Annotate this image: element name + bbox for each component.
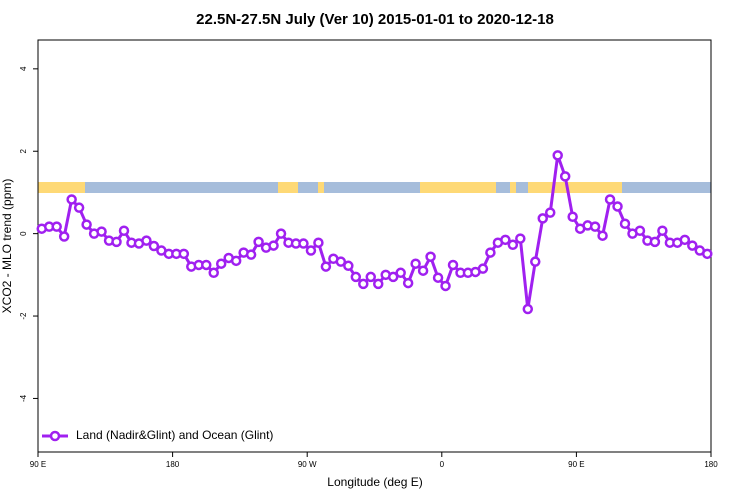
plot-frame [37,39,712,453]
data-point [313,237,324,248]
data-point [537,213,548,224]
data-point [230,255,242,267]
data-point [343,260,354,272]
land-band [510,182,516,193]
data-point [365,271,377,283]
data-point [335,256,347,267]
data-point [544,207,556,218]
chart-title: 22.5N-27.5N July (Ver 10) 2015-01-01 to … [196,11,554,28]
x-tick-label: 180 [166,460,180,469]
data-point [552,150,563,161]
data-point [96,226,107,237]
data-point [358,278,369,290]
data-point [567,211,578,222]
data-point [597,230,608,241]
data-point [51,221,62,232]
data-point [657,225,668,237]
data-point [66,194,77,205]
data-point [515,233,526,244]
x-tick-label: 0 [440,460,445,469]
data-point [425,251,436,262]
x-tick-label: 90 W [298,460,317,469]
data-point [395,267,406,279]
data-point [507,239,519,251]
x-tick-label: 90 E [30,460,46,469]
ocean-band [38,182,711,193]
y-tick-label: 0 [19,231,28,236]
data-point [58,231,70,242]
data-point [634,225,646,237]
data-point [440,280,451,292]
data-point [298,238,309,249]
data-point [447,259,459,271]
y-axis-label: XCO2 - MLO trend (ppm) [0,179,14,314]
land-ocean-band [38,182,711,193]
data-point [141,235,152,246]
data-point [604,194,616,205]
data-point [208,267,219,279]
data-point [245,249,257,260]
data-point [253,236,264,248]
data-point [687,240,698,251]
data-point [477,263,489,274]
land-band [528,182,622,193]
data-point [268,240,279,251]
data-point [201,259,212,271]
data-point [612,201,623,212]
data-point [702,248,713,260]
data-point [305,245,317,256]
data-point [530,256,541,267]
data-point [589,221,601,232]
data-point [559,171,571,182]
land-band [278,182,298,193]
x-tick-label: 90 E [568,460,584,469]
land-band [420,182,496,193]
data-point [73,202,85,213]
data-point [649,236,661,248]
data-point [402,277,414,289]
x-tick-label: 180 [704,460,718,469]
x-axis-label: Longitude (deg E) [327,475,422,489]
data-point [679,234,691,246]
legend-label: Land (Nadir&Glint) and Ocean (Glint) [76,428,273,442]
y-tick-label: 4 [19,66,28,71]
data-point [118,225,130,237]
data-point [619,218,631,230]
data-point [275,228,287,239]
y-tick-label: -4 [19,394,28,402]
data-point [81,219,92,230]
data-point [320,261,332,272]
data-point [500,234,511,246]
land-band [38,182,85,193]
data-point [522,303,534,315]
data-point [111,236,122,248]
data-point [178,248,190,260]
data-point [372,278,384,290]
data-point [432,272,444,283]
data-point [410,258,421,269]
data-point [387,271,399,283]
data-point [215,258,227,269]
data-point [417,265,429,276]
land-band [318,182,324,193]
data-point [350,271,362,283]
y-tick-label: 2 [19,148,28,153]
data-point [485,247,496,258]
legend-marker [49,430,61,442]
data-point [148,240,160,252]
y-tick-label: -2 [19,312,28,320]
